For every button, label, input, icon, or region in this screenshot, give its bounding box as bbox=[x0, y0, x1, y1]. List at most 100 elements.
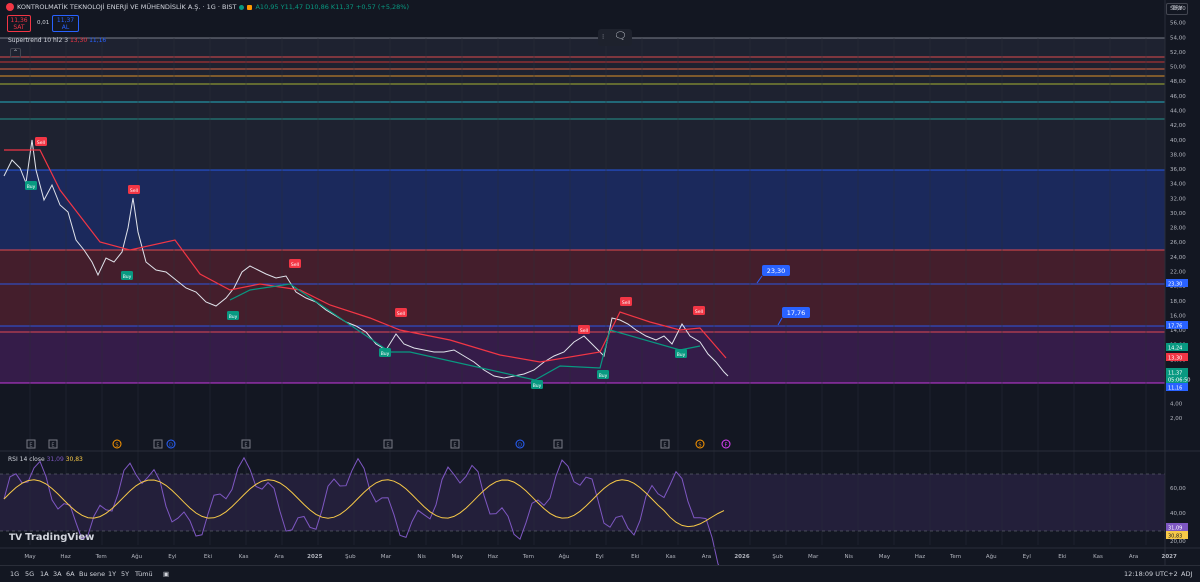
signal-buy-marker bbox=[121, 271, 133, 280]
time-axis-label: Kas bbox=[239, 554, 249, 560]
time-axis-label: Mar bbox=[381, 554, 392, 560]
time-axis-label: Ağu bbox=[559, 553, 570, 560]
price-tag-label: 05:06:50 bbox=[1168, 378, 1190, 384]
signal-sell-label: Sell bbox=[397, 311, 405, 317]
price-tag-label: 13,30 bbox=[1168, 356, 1182, 362]
range-6a[interactable]: 6A bbox=[66, 570, 75, 578]
price-tick-label: 52,00 bbox=[1170, 50, 1186, 56]
signal-sell-marker bbox=[128, 185, 140, 194]
range-ytd[interactable]: Bu sene bbox=[79, 570, 106, 578]
event-d-icon bbox=[515, 439, 525, 449]
time-axis-label: May bbox=[452, 554, 464, 560]
event-e-label: E bbox=[386, 443, 389, 449]
event-d-label: D bbox=[518, 443, 522, 449]
symbol-title[interactable]: KONTROLMATİK TEKNOLOJİ ENERJİ VE MÜHENDİ… bbox=[17, 3, 237, 11]
floating-toolbar[interactable]: ⁞ 🗨 bbox=[598, 29, 632, 46]
price-tag bbox=[1166, 383, 1188, 391]
price-tick-label: 2,00 bbox=[1170, 416, 1183, 422]
event-e-icon bbox=[553, 439, 563, 449]
rsi-tag bbox=[1166, 523, 1188, 531]
signal-sell-marker bbox=[35, 137, 47, 146]
buy-button[interactable]: 11,37 AL bbox=[52, 15, 79, 32]
signal-buy-label: Buy bbox=[677, 352, 686, 358]
rsi-tag-label: 31,09 bbox=[1168, 526, 1182, 532]
chart-canvas[interactable]: Sell Buy Sell Buy Sell Buy Sell Buy Buy Sell Buy Se… bbox=[0, 0, 1200, 565]
time-axis-label: Eki bbox=[631, 554, 640, 560]
rsi-tick-label: 40,00 bbox=[1170, 511, 1186, 517]
range-1y[interactable]: 1Y bbox=[108, 570, 117, 578]
price-tag-label: 17,76 bbox=[1168, 324, 1182, 330]
ohlc-values: A10,95 Y11,47 D10,86 K11,37 +0,57 (+5,28… bbox=[255, 3, 410, 11]
range-1a[interactable]: 1A bbox=[40, 570, 49, 578]
time-axis-label: Haz bbox=[915, 554, 926, 560]
rsi-tick-label: 20,00 bbox=[1170, 539, 1186, 545]
signal-sell-marker bbox=[289, 259, 301, 268]
price-tag bbox=[1166, 375, 1188, 383]
time-axis-label: Ara bbox=[702, 554, 711, 560]
signal-buy-label: Buy bbox=[27, 184, 36, 190]
collapse-legend-button[interactable]: ⌃ bbox=[10, 48, 21, 58]
rsi-legend[interactable]: RSI 14 close 31,09 30,83 bbox=[8, 456, 83, 463]
price-tag-label: 11,16 bbox=[1168, 386, 1182, 392]
price-tick-label: 32,00 bbox=[1170, 196, 1186, 202]
price-tick-label: 56,00 bbox=[1170, 21, 1186, 27]
event-e-icon bbox=[153, 439, 163, 449]
price-tick-label: 42,00 bbox=[1170, 123, 1186, 129]
signal-sell-marker bbox=[693, 306, 705, 315]
time-axis-label: Ara bbox=[1129, 554, 1138, 560]
comment-icon[interactable]: 🗨 bbox=[614, 31, 627, 42]
signal-buy-label: Buy bbox=[533, 383, 542, 389]
price-tag bbox=[1166, 368, 1188, 376]
event-e-icon bbox=[241, 439, 251, 449]
range-5y[interactable]: 5Y bbox=[121, 570, 130, 578]
callout-low-pointer bbox=[777, 317, 783, 326]
tradingview-logo-icon: 𝗧𝗩 bbox=[9, 532, 23, 543]
signal-buy-marker bbox=[597, 370, 609, 379]
rsi-line bbox=[3, 456, 720, 565]
event-e-label: E bbox=[663, 443, 666, 449]
time-axis-label: Eki bbox=[204, 554, 213, 560]
data-flag-icon bbox=[247, 4, 253, 10]
range-5g[interactable]: 5G bbox=[25, 570, 35, 578]
range-1g[interactable]: 1G bbox=[10, 570, 20, 578]
price-tag bbox=[1166, 353, 1188, 361]
drag-handle-icon[interactable]: ⁞ bbox=[602, 33, 605, 41]
time-axis-label: Tem bbox=[95, 554, 107, 560]
currency-selector[interactable]: TRY bbox=[1166, 3, 1188, 15]
supertrend-legend[interactable]: Supertrend 10 hl2 3 13,30 11,16 bbox=[8, 37, 106, 44]
time-axis-label: Tem bbox=[949, 554, 961, 560]
price-tick-label: 24,00 bbox=[1170, 255, 1186, 261]
signal-sell-marker bbox=[578, 325, 590, 334]
event-s-icon bbox=[695, 439, 705, 449]
brand-name: TradingView bbox=[25, 532, 95, 543]
rsi-name: RSI 14 close bbox=[8, 456, 45, 463]
adj-toggle[interactable]: ADJ bbox=[1181, 570, 1193, 578]
price-tick-label: 36,00 bbox=[1170, 167, 1186, 173]
signal-sell-marker bbox=[620, 297, 632, 306]
price-tick-label: 46,00 bbox=[1170, 94, 1186, 100]
time-axis-label: Eyl bbox=[1023, 554, 1032, 560]
signal-sell-label: Sell bbox=[130, 188, 138, 194]
range-3a[interactable]: 3A bbox=[53, 570, 62, 578]
time-axis-label: Kas bbox=[666, 554, 676, 560]
sell-price: 11,36 bbox=[10, 17, 28, 24]
clock[interactable]: 12:18:09 UTC+2 bbox=[1124, 570, 1178, 578]
price-tick-label: 54,00 bbox=[1170, 35, 1186, 41]
sell-button[interactable]: 11,36 SAT bbox=[7, 15, 31, 32]
time-axis-label: Haz bbox=[488, 554, 499, 560]
price-tag-label: 11,37 bbox=[1168, 371, 1182, 377]
signal-buy-marker bbox=[227, 311, 239, 320]
time-axis-label: Nis bbox=[845, 554, 854, 560]
price-tag bbox=[1166, 279, 1188, 287]
rsi-tag bbox=[1166, 531, 1188, 539]
time-axis-label: 2027 bbox=[1162, 554, 1177, 560]
signal-sell-label: Sell bbox=[695, 309, 703, 315]
price-tag bbox=[1166, 321, 1188, 329]
date-range-icon[interactable]: ▣ bbox=[163, 570, 170, 578]
tradingview-logo[interactable]: 𝗧𝗩 TradingView bbox=[9, 532, 94, 543]
callout-low: 17,76 bbox=[787, 309, 806, 317]
time-axis-label: Ağu bbox=[986, 553, 997, 560]
rsi-ma-line bbox=[3, 479, 725, 528]
range-all[interactable]: Tümü bbox=[135, 570, 153, 578]
time-axis-label: Ağu bbox=[131, 553, 142, 560]
